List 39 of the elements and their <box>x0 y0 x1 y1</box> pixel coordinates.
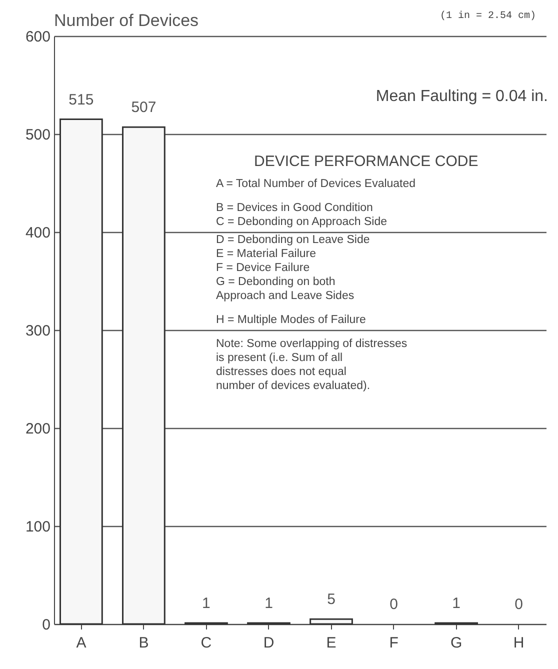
bar <box>310 618 353 625</box>
x-tick-label: D <box>263 634 274 652</box>
y-tick-label: 200 <box>25 420 50 438</box>
y-axis-title: Number of Devices <box>54 11 199 30</box>
x-tick-label: G <box>450 634 462 652</box>
data-label: 0 <box>390 596 398 613</box>
annotation: Note: Some overlapping of distresses is present (i.e. Sum of all distresses does not equal number of devices evaluated). <box>216 338 408 392</box>
y-tick-label: 100 <box>25 518 50 536</box>
x-tick-label: A <box>76 634 86 652</box>
y-tick-label: 300 <box>25 322 50 340</box>
annotation: Mean Faulting = 0.04 in. <box>376 88 548 105</box>
data-label: 1 <box>202 595 210 612</box>
annotation: DEVICE PERFORMANCE CODE <box>254 153 478 170</box>
annotation: G = Debonding on both Approach and Leave Sides <box>216 276 354 302</box>
x-tick-label: H <box>513 634 524 652</box>
data-label: 515 <box>68 91 94 108</box>
data-label: 1 <box>264 595 273 612</box>
annotation: H = Multiple Modes of Failure <box>216 314 366 326</box>
x-tick-label: F <box>389 634 398 652</box>
bar <box>60 118 103 625</box>
data-label: 5 <box>327 591 336 608</box>
y-tick-label: 600 <box>25 28 50 46</box>
y-tick-label: 400 <box>25 224 50 242</box>
text: (1 in = 2.54 cm) <box>440 10 536 22</box>
y-tick-label: 0 <box>42 616 50 634</box>
annotation: D = Debonding on Leave Side <box>216 234 370 246</box>
x-tick-label: B <box>138 634 149 652</box>
data-label: 507 <box>131 99 156 116</box>
y-tick-label: 500 <box>25 126 50 144</box>
data-label: 1 <box>452 595 460 612</box>
annotation: B = Devices in Good Condition <box>216 202 373 214</box>
annotation: C = Debonding on Approach Side <box>216 216 388 228</box>
annotation: E = Material Failure <box>216 248 316 260</box>
x-tick-label: C <box>200 634 212 652</box>
x-tick-label: E <box>326 634 336 652</box>
bar <box>122 126 166 625</box>
annotation: A = Total Number of Devices Evaluated <box>216 178 416 190</box>
data-label: 0 <box>514 596 523 613</box>
annotation: F = Device Failure <box>216 262 310 274</box>
